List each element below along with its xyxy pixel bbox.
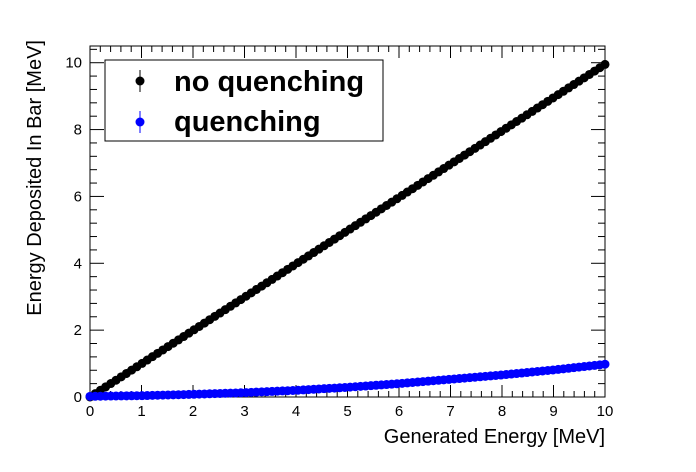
data-point <box>600 359 610 369</box>
x-axis-title: Generated Energy [MeV] <box>384 426 605 448</box>
y-tick-label: 4 <box>74 255 82 272</box>
legend-label-quenching: quenching <box>174 106 321 138</box>
data-point <box>600 59 610 69</box>
series-no-quenching <box>85 59 610 402</box>
legend-marker-quenching <box>135 117 145 127</box>
legend-label-no-quenching: no quenching <box>174 66 364 98</box>
axis-ticks <box>89 46 606 398</box>
y-axis-title: Energy Deposited In Bar [MeV] <box>24 40 46 316</box>
x-tick-label: 6 <box>395 403 403 420</box>
x-tick-label: 3 <box>240 403 248 420</box>
series-layer <box>85 59 610 402</box>
y-tick-label: 0 <box>74 389 82 406</box>
y-tick-label: 8 <box>74 122 82 139</box>
y-tick-label: 10 <box>65 55 82 72</box>
x-tick-label: 10 <box>597 403 614 420</box>
x-tick-label: 9 <box>549 403 557 420</box>
legend-box <box>104 59 384 142</box>
x-tick-labels: 0 1 2 3 4 5 6 7 8 9 10 <box>86 403 614 420</box>
y-tick-label: 6 <box>74 188 82 205</box>
x-tick-label: 4 <box>292 403 300 420</box>
x-tick-label: 1 <box>137 403 145 420</box>
x-tick-label: 8 <box>498 403 506 420</box>
y-tick-label: 2 <box>74 322 82 339</box>
x-tick-label: 5 <box>343 403 351 420</box>
x-tick-label: 0 <box>86 403 94 420</box>
x-tick-label: 7 <box>446 403 454 420</box>
legend-marker-no-quenching <box>135 76 145 86</box>
y-tick-labels: 0 2 4 6 8 10 <box>65 55 82 406</box>
x-tick-label: 2 <box>189 403 197 420</box>
series-quenching <box>85 359 610 401</box>
legend: no quenching quenching <box>104 59 384 142</box>
